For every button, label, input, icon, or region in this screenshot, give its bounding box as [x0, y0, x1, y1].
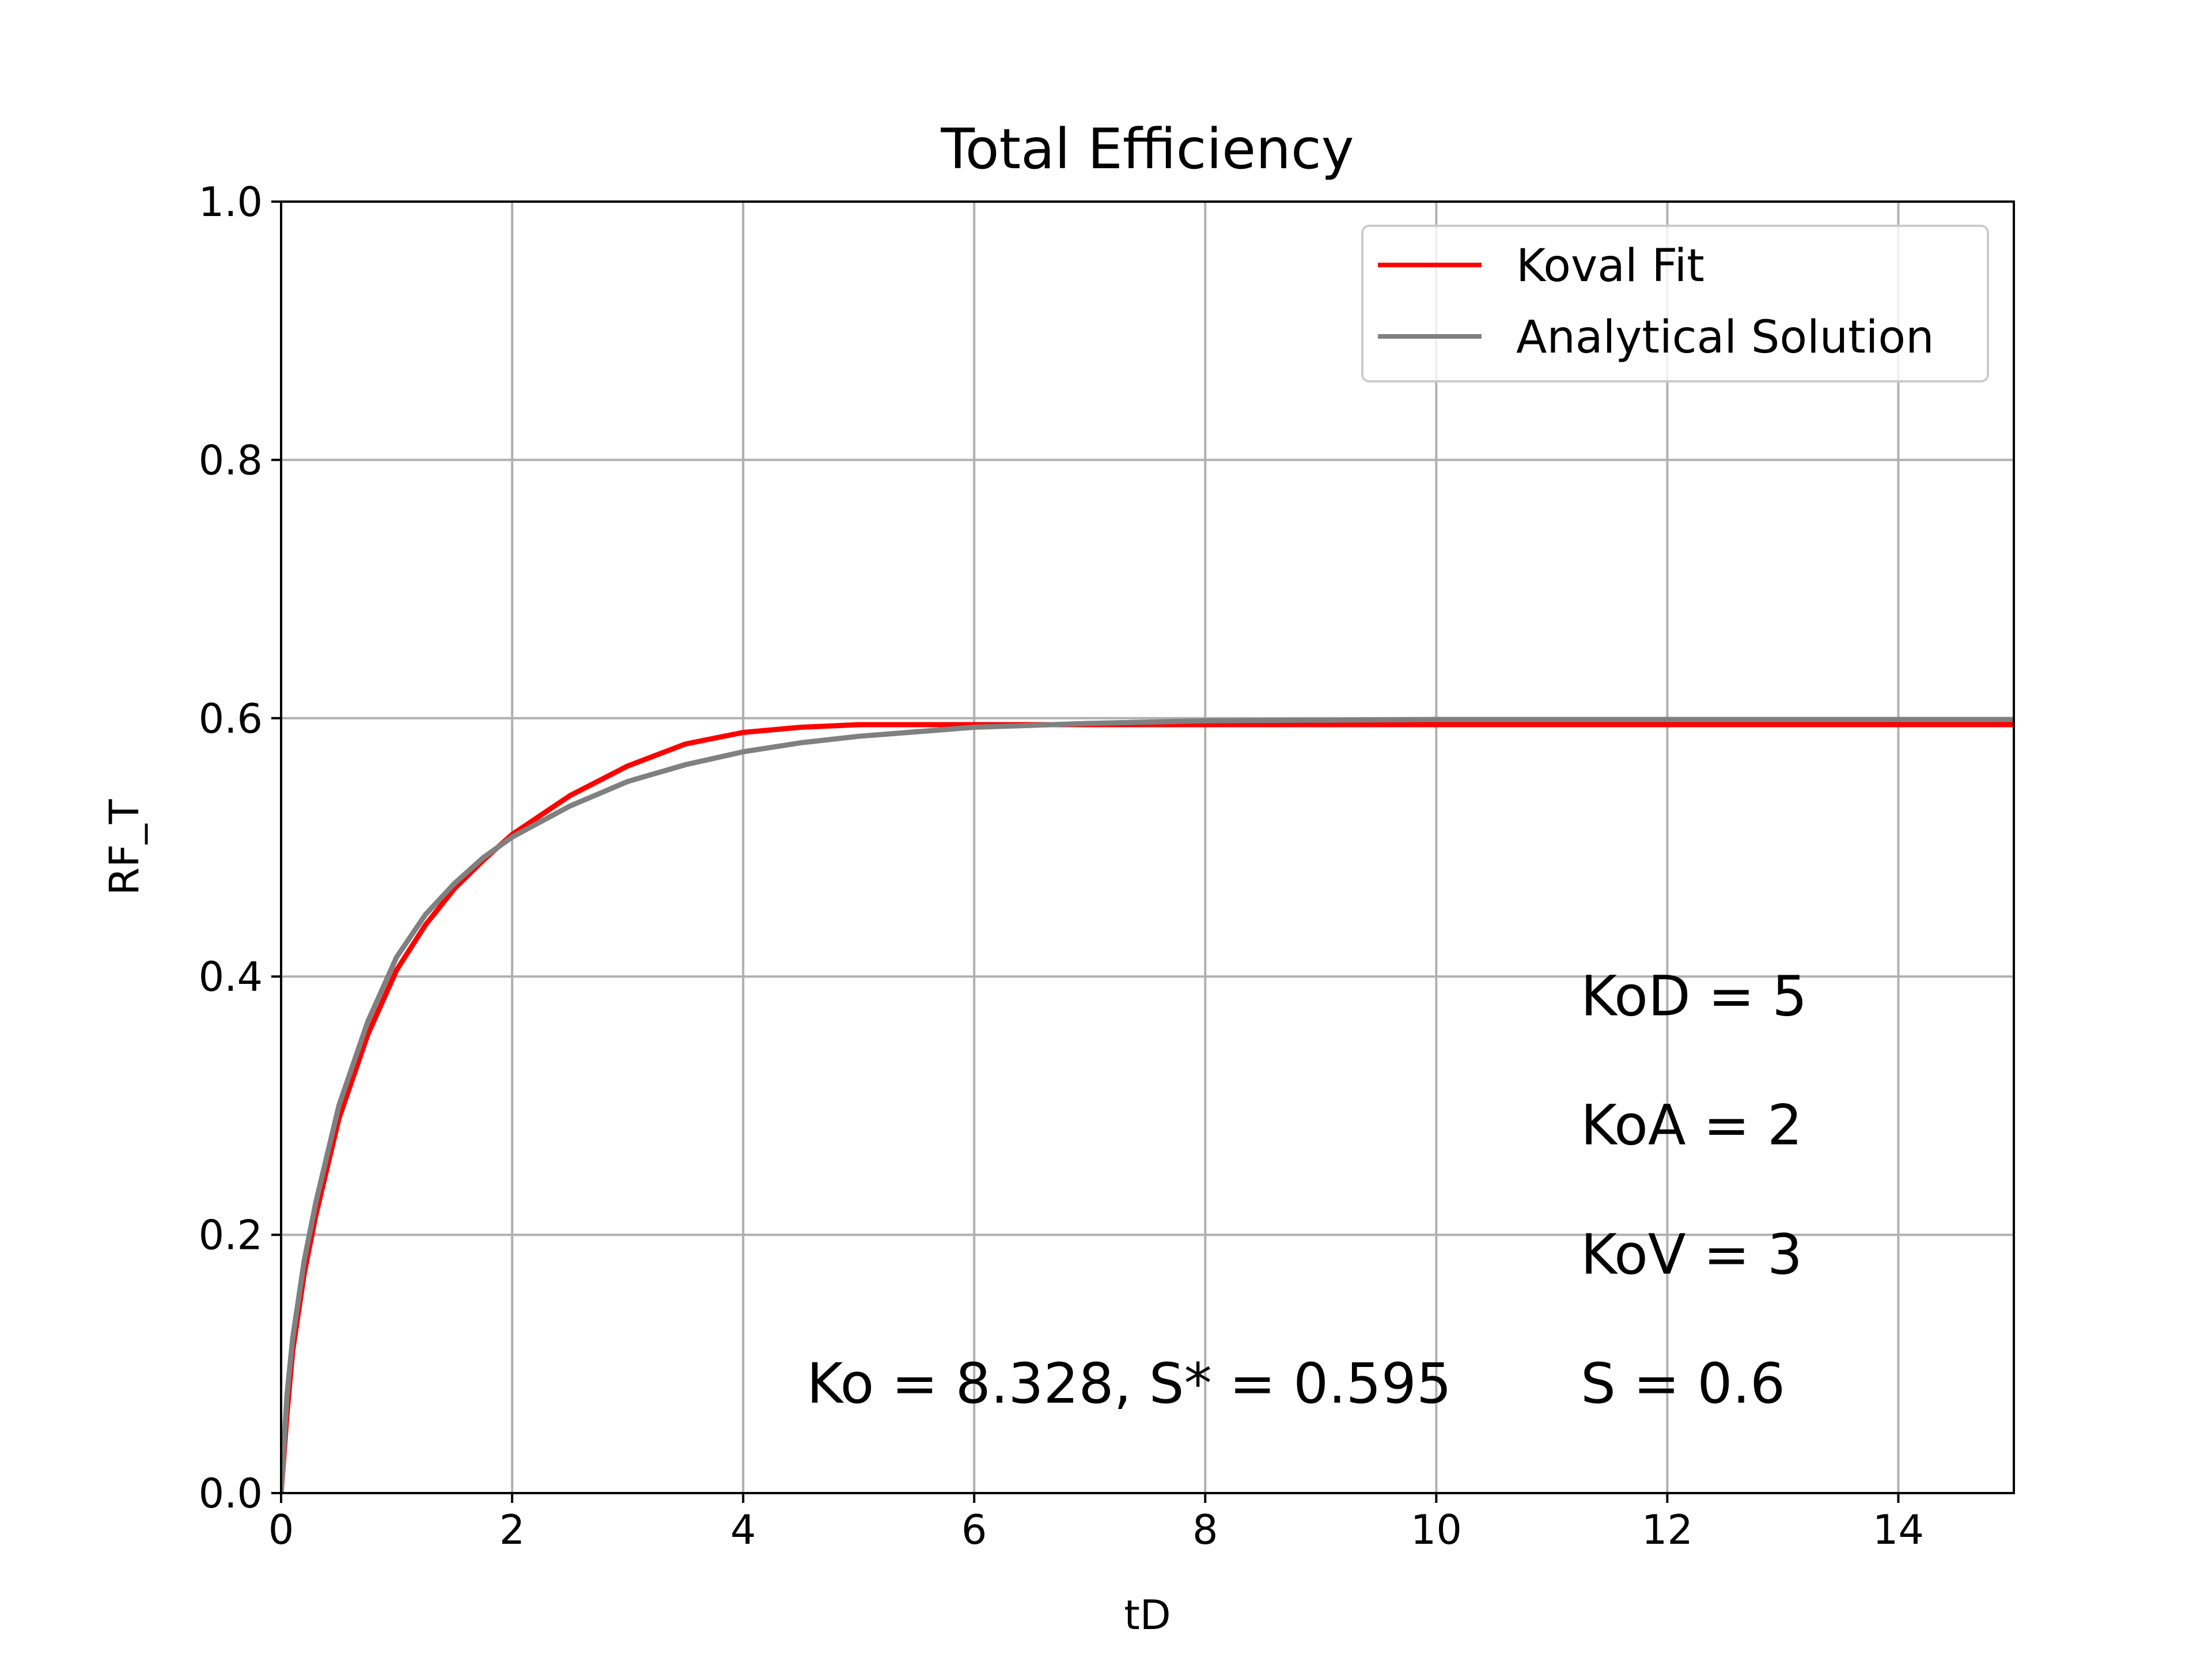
x-tick-label: 2: [499, 1506, 525, 1554]
x-tick-label: 10: [1411, 1506, 1462, 1554]
annotations: KoD = 5 KoA = 2 KoV = 3 S = 0.6 Ko = 8.328, …: [806, 964, 1807, 1416]
y-tick-label: 0.4: [199, 953, 263, 1001]
x-ticks: 0 2 4 6 8 10 12 14: [268, 1493, 1924, 1554]
x-tick-label: 12: [1642, 1506, 1693, 1554]
x-tick-label: 14: [1873, 1506, 1924, 1554]
x-tick-label: 0: [268, 1506, 294, 1554]
annotation-text: KoD = 5: [1581, 964, 1807, 1028]
series-line-analytical-solution: [281, 717, 2014, 1493]
annotation-text: Ko = 8.328, S* = 0.595: [806, 1351, 1451, 1416]
x-tick-label: 6: [961, 1506, 987, 1554]
y-ticks: 0.0 0.2 0.4 0.6 0.8 1.0: [199, 179, 281, 1517]
annotation-text: KoA = 2: [1581, 1093, 1802, 1158]
y-tick-label: 0.8: [199, 437, 263, 484]
legend: Koval Fit Analytical Solution: [1361, 225, 1989, 382]
plot-frame: [280, 200, 2015, 1494]
legend-label-koval-fit: Koval Fit: [1516, 240, 1705, 292]
annotation-text: S = 0.6: [1581, 1351, 1785, 1416]
y-tick-label: 1.0: [199, 179, 263, 226]
y-axis-label: RF_T: [101, 799, 148, 895]
legend-label-analytical-solution: Analytical Solution: [1516, 312, 1934, 363]
x-axis-label: tD: [1124, 1592, 1171, 1639]
chart-title: Total Efficiency: [940, 117, 1354, 181]
y-tick-label: 0.6: [199, 695, 263, 743]
series-layer: [281, 717, 2014, 1493]
annotation-text: KoV = 3: [1581, 1222, 1802, 1287]
y-tick-label: 0.2: [199, 1212, 263, 1259]
x-tick-label: 8: [1192, 1506, 1218, 1554]
x-tick-label: 4: [730, 1506, 756, 1554]
legend-box: [1361, 225, 1989, 382]
y-tick-label: 0.0: [199, 1470, 263, 1517]
